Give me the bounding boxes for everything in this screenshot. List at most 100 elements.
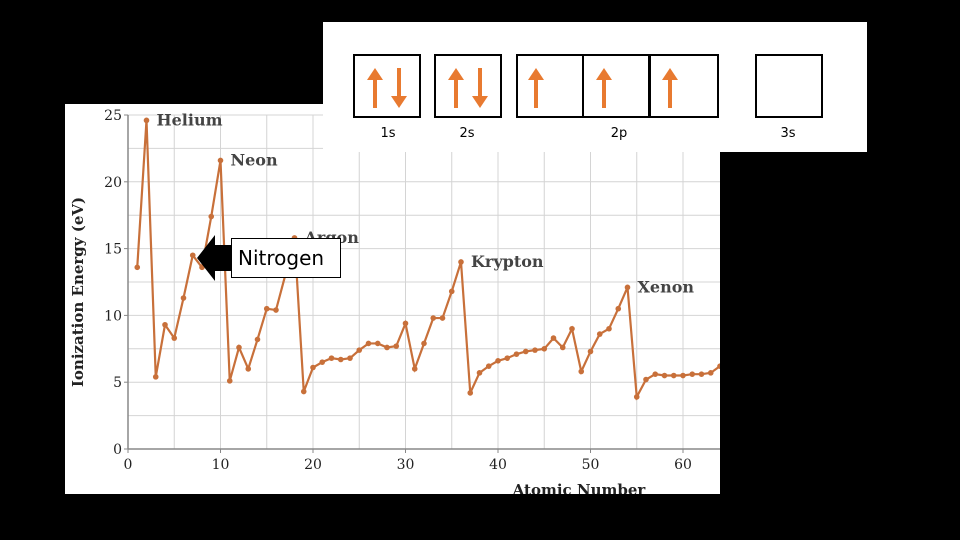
x-axis-label: Atomic Number [512, 481, 647, 494]
data-point [171, 335, 178, 341]
data-point [421, 340, 427, 347]
data-point [596, 331, 603, 337]
y-tick-label: 5 [113, 375, 122, 391]
data-point [430, 315, 437, 321]
y-axis-label: Ionization Energy (eV) [69, 197, 87, 387]
data-point [559, 344, 566, 351]
data-point [633, 394, 640, 400]
data-point [208, 213, 215, 220]
data-point [606, 325, 612, 332]
data-point [310, 364, 316, 371]
data-point [189, 252, 196, 259]
data-point [273, 307, 279, 313]
data-point [495, 358, 501, 364]
data-point [411, 366, 418, 372]
annotation-label: Helium [157, 110, 223, 129]
data-point [670, 372, 677, 379]
data-point [532, 347, 538, 353]
data-point [578, 368, 585, 375]
data-point [587, 348, 594, 355]
data-point [504, 355, 511, 361]
data-point [652, 371, 659, 377]
orbital-box-2s [434, 54, 502, 118]
data-point [439, 315, 446, 321]
nitrogen-callout: Nitrogen [197, 233, 341, 287]
orbital-label-1s: 1s [380, 126, 396, 141]
up-arrow-icon [662, 68, 678, 108]
x-tick-label: 50 [582, 457, 600, 473]
chart-svg: 0 5 10 15 20 25 0 10 20 30 40 50 60 Atomic Number Ioni… [69, 108, 720, 494]
data-point [180, 295, 187, 301]
data-point [569, 325, 575, 332]
data-point [365, 340, 372, 347]
y-tick-label: 20 [104, 175, 122, 191]
data-point [624, 284, 631, 291]
data-point [356, 347, 363, 353]
data-point [226, 378, 233, 384]
y-tick-label: 15 [104, 242, 122, 258]
ionization-energy-chart: 0 5 10 15 20 25 0 10 20 30 40 50 60 Atomic Number Ioni… [65, 104, 720, 494]
data-point [263, 305, 270, 312]
y-tick-label: 0 [113, 442, 122, 458]
left-arrow-icon [197, 235, 233, 281]
data-point [374, 340, 381, 347]
data-point [393, 343, 400, 349]
annotation-label: Krypton [471, 252, 544, 271]
data-point [319, 359, 326, 365]
up-arrow-icon [367, 68, 383, 108]
data-point [254, 336, 261, 343]
data-point [643, 376, 649, 383]
orbital-label-2p: 2p [610, 126, 628, 141]
data-point [402, 320, 409, 327]
up-arrow-icon [596, 68, 612, 108]
data-point [680, 372, 686, 379]
x-tick-label: 0 [124, 457, 133, 473]
data-point [143, 117, 150, 124]
data-point [485, 363, 492, 369]
x-tick-label: 30 [397, 457, 415, 473]
data-point [217, 157, 224, 164]
data-point [689, 371, 696, 377]
data-point [717, 363, 720, 369]
data-point [541, 346, 548, 352]
data-point [550, 335, 557, 341]
down-arrow-icon [391, 68, 407, 108]
data-point [458, 259, 464, 265]
x-tick-label: 10 [212, 457, 230, 473]
data-point [698, 371, 705, 377]
orbital-box-2p-x [516, 54, 584, 118]
x-tick-label: 20 [304, 457, 322, 473]
orbital-box-2p-z [649, 54, 719, 118]
data-point [707, 370, 714, 376]
data-point [134, 264, 141, 271]
annotation-label: Neon [231, 150, 278, 169]
data-point [347, 355, 353, 361]
data-point [476, 370, 483, 376]
data-point [162, 321, 168, 328]
data-point [522, 348, 529, 355]
data-point [245, 366, 252, 372]
x-tick-label: 60 [674, 457, 692, 473]
data-point [236, 344, 242, 351]
data-point [152, 374, 159, 380]
nitrogen-label: Nitrogen [231, 238, 341, 278]
data-point [384, 344, 390, 351]
series-line [136, 120, 720, 401]
up-arrow-icon [528, 68, 544, 108]
data-point [615, 305, 622, 312]
orbital-diagram: 1s 2s 2p 3s [323, 22, 867, 152]
x-tick-label: 40 [489, 457, 507, 473]
data-point [328, 355, 335, 361]
data-point [337, 356, 344, 363]
annotation-label: Xenon [638, 277, 695, 296]
orbital-box-2p-y [582, 54, 650, 118]
up-arrow-icon [448, 68, 464, 108]
data-point [300, 388, 307, 395]
data-point [448, 288, 455, 295]
orbital-label-3s: 3s [780, 126, 796, 141]
data-point [661, 372, 668, 379]
orbital-box-1s [353, 54, 421, 118]
orbital-label-2s: 2s [459, 126, 475, 141]
data-point [467, 390, 474, 396]
down-arrow-icon [472, 68, 488, 108]
